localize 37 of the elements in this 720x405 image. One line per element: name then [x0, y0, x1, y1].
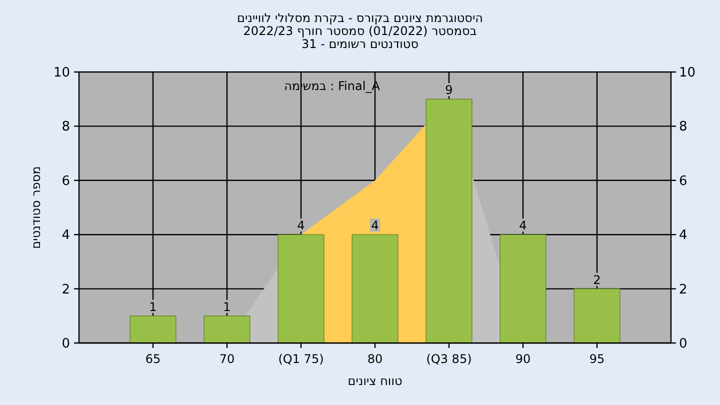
- data-label: 4: [519, 218, 527, 233]
- bar: [574, 288, 620, 344]
- y2-tick-label: 0: [679, 336, 688, 352]
- x-tick-label: 80: [367, 352, 383, 366]
- data-label: 9: [445, 83, 453, 98]
- x-tick-label: 65: [145, 352, 161, 366]
- x-tick-label: 70: [219, 352, 235, 366]
- y-tick-label: 10: [53, 66, 70, 80]
- y-tick-label: 4: [62, 228, 70, 244]
- bar: [500, 234, 546, 344]
- bar: [130, 316, 176, 344]
- bar: [204, 316, 250, 344]
- y-axis-title: מספר סטודנטים: [29, 166, 43, 249]
- y2-tick-label: 10: [679, 66, 696, 80]
- x-tick-label: (Q3 85): [426, 352, 472, 366]
- data-label: 1: [223, 300, 231, 314]
- y-tick-label: 8: [62, 120, 70, 135]
- y-tick-label: 0: [62, 336, 70, 352]
- y2-tick-label: 6: [679, 174, 688, 189]
- x-tick-label: 95: [589, 352, 605, 366]
- data-label: 2: [593, 272, 601, 287]
- x-tick-label: (Q1 75): [278, 352, 324, 366]
- bar: [352, 234, 398, 344]
- chart-subtitle: בסמסטר (01/2022) סמסטר חורף 2022/23: [243, 24, 477, 38]
- data-label: 1: [149, 300, 157, 314]
- y2-tick-label: 8: [679, 120, 688, 135]
- y-tick-label: 2: [62, 282, 70, 298]
- y-tick-label: 6: [62, 174, 70, 189]
- x-tick-label: 90: [515, 352, 531, 366]
- bar: [278, 234, 324, 344]
- y2-tick-label: 2: [679, 282, 688, 298]
- y2-tick-label: 4: [679, 228, 688, 244]
- data-label: 4: [371, 218, 379, 233]
- x-axis-title: טווח ציונים: [348, 374, 402, 388]
- chart-title: היסטוגרמת ציונים בקורס - בקרת מסלולי לוויינים: [237, 11, 483, 25]
- data-label: 4: [297, 218, 305, 233]
- text: סטודנטים רשומים - 31: [301, 37, 419, 51]
